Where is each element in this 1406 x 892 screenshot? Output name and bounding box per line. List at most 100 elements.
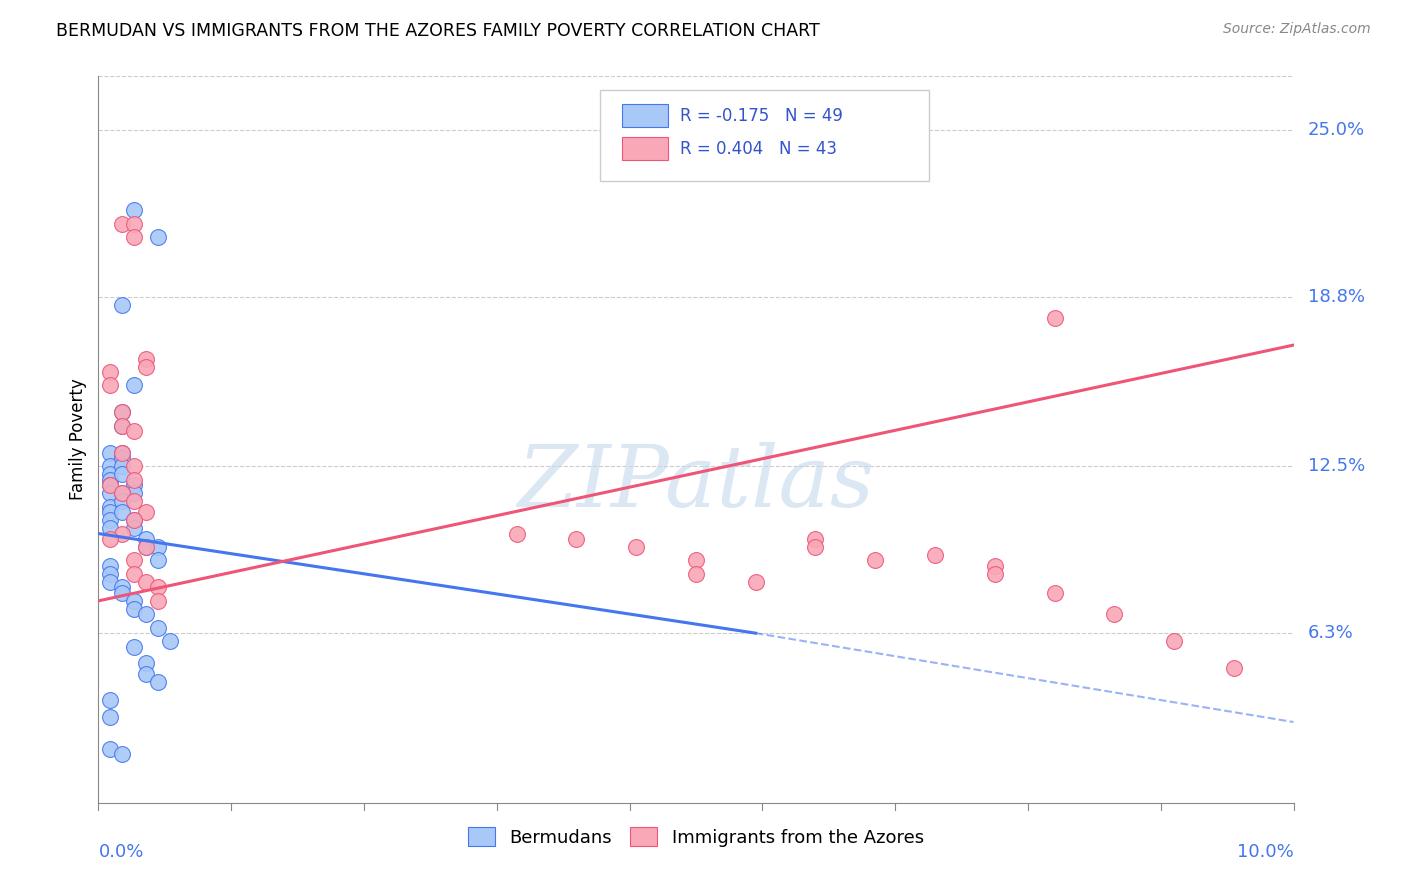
Point bbox=[148, 553, 170, 567]
Point bbox=[98, 478, 122, 492]
Point bbox=[111, 298, 134, 312]
Point bbox=[111, 486, 134, 500]
Point bbox=[135, 540, 157, 554]
Point bbox=[98, 459, 122, 474]
Point bbox=[148, 581, 170, 595]
Text: 10.0%: 10.0% bbox=[1237, 843, 1294, 861]
Point bbox=[98, 505, 122, 519]
Point bbox=[1104, 607, 1126, 622]
Point bbox=[1043, 311, 1066, 326]
Point bbox=[98, 693, 122, 707]
Point bbox=[626, 540, 648, 554]
Point bbox=[124, 566, 146, 581]
FancyBboxPatch shape bbox=[600, 90, 929, 181]
Point bbox=[124, 513, 146, 527]
Point bbox=[124, 521, 146, 535]
Point bbox=[98, 478, 122, 492]
Point bbox=[984, 566, 1007, 581]
Point bbox=[135, 607, 157, 622]
Point bbox=[135, 666, 157, 681]
Point bbox=[111, 459, 134, 474]
Text: ZIPatlas: ZIPatlas bbox=[517, 442, 875, 524]
Point bbox=[924, 548, 946, 562]
Point bbox=[865, 553, 887, 567]
Point bbox=[124, 553, 146, 567]
Point bbox=[506, 526, 529, 541]
Point bbox=[135, 656, 157, 670]
Point bbox=[111, 526, 134, 541]
Point bbox=[111, 446, 134, 460]
Point bbox=[124, 203, 146, 218]
Point bbox=[135, 351, 157, 366]
Point bbox=[685, 553, 707, 567]
Point bbox=[135, 540, 157, 554]
Point bbox=[98, 486, 122, 500]
Point bbox=[98, 574, 122, 589]
Point bbox=[984, 558, 1007, 573]
Point bbox=[111, 467, 134, 482]
Point bbox=[98, 473, 122, 487]
Point bbox=[135, 505, 157, 519]
Point bbox=[124, 640, 146, 654]
Point bbox=[148, 230, 170, 244]
Point bbox=[685, 566, 707, 581]
Point bbox=[111, 446, 134, 460]
Point bbox=[111, 505, 134, 519]
Point bbox=[98, 467, 122, 482]
Point bbox=[98, 446, 122, 460]
Point bbox=[148, 674, 170, 689]
Point bbox=[98, 500, 122, 514]
Text: 6.3%: 6.3% bbox=[1308, 624, 1354, 642]
Point bbox=[124, 217, 146, 231]
Point bbox=[135, 532, 157, 546]
Point bbox=[804, 532, 827, 546]
Point bbox=[98, 521, 122, 535]
Point bbox=[1163, 634, 1185, 648]
Point bbox=[98, 378, 122, 392]
Point bbox=[148, 594, 170, 608]
Point bbox=[124, 594, 146, 608]
Point bbox=[135, 574, 157, 589]
Point bbox=[124, 494, 146, 508]
Point bbox=[124, 513, 146, 527]
Point bbox=[98, 558, 122, 573]
FancyBboxPatch shape bbox=[621, 104, 668, 128]
Point bbox=[135, 359, 157, 374]
Text: 25.0%: 25.0% bbox=[1308, 120, 1365, 138]
Point bbox=[98, 513, 122, 527]
Point bbox=[124, 424, 146, 438]
Point bbox=[1043, 586, 1066, 600]
Point bbox=[124, 473, 146, 487]
Point bbox=[159, 634, 181, 648]
Point bbox=[111, 581, 134, 595]
Legend: Bermudans, Immigrants from the Azores: Bermudans, Immigrants from the Azores bbox=[458, 818, 934, 855]
Point bbox=[124, 378, 146, 392]
Point bbox=[111, 451, 134, 466]
Text: 0.0%: 0.0% bbox=[98, 843, 143, 861]
Text: 18.8%: 18.8% bbox=[1308, 287, 1365, 306]
FancyBboxPatch shape bbox=[621, 136, 668, 161]
Y-axis label: Family Poverty: Family Poverty bbox=[69, 378, 87, 500]
Text: R = 0.404   N = 43: R = 0.404 N = 43 bbox=[681, 139, 838, 158]
Point bbox=[124, 602, 146, 616]
Point bbox=[111, 494, 134, 508]
Text: 12.5%: 12.5% bbox=[1308, 458, 1365, 475]
Point bbox=[124, 478, 146, 492]
Point bbox=[1223, 661, 1246, 675]
Point bbox=[124, 230, 146, 244]
Point bbox=[98, 566, 122, 581]
Point bbox=[111, 405, 134, 419]
Point bbox=[98, 532, 122, 546]
Point bbox=[98, 365, 122, 379]
Point bbox=[111, 418, 134, 433]
Point bbox=[148, 621, 170, 635]
Text: Source: ZipAtlas.com: Source: ZipAtlas.com bbox=[1223, 22, 1371, 37]
Point bbox=[111, 217, 134, 231]
Point bbox=[111, 586, 134, 600]
Point bbox=[565, 532, 588, 546]
Point bbox=[124, 486, 146, 500]
Point bbox=[111, 405, 134, 419]
Point bbox=[111, 418, 134, 433]
Text: R = -0.175   N = 49: R = -0.175 N = 49 bbox=[681, 107, 844, 125]
Point bbox=[124, 459, 146, 474]
